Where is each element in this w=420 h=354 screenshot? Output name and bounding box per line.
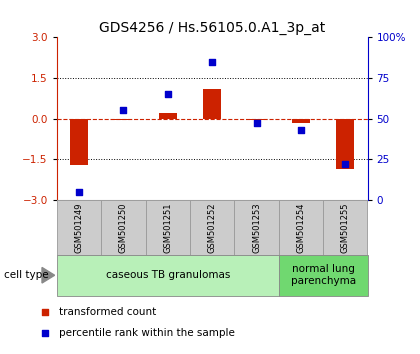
Text: GSM501250: GSM501250 — [119, 203, 128, 253]
Text: GSM501253: GSM501253 — [252, 203, 261, 253]
Bar — [323, 200, 368, 255]
Text: GSM501249: GSM501249 — [74, 203, 84, 253]
Point — [209, 59, 215, 64]
Point — [253, 121, 260, 126]
Bar — [70, 119, 88, 165]
Bar — [114, 119, 132, 120]
Bar — [203, 89, 221, 119]
Point — [41, 309, 48, 314]
Title: GDS4256 / Hs.56105.0.A1_3p_at: GDS4256 / Hs.56105.0.A1_3p_at — [99, 21, 325, 35]
Point — [120, 108, 127, 113]
Text: GSM501254: GSM501254 — [297, 203, 305, 253]
Text: transformed count: transformed count — [60, 307, 157, 316]
Bar — [292, 119, 310, 124]
Bar — [57, 200, 101, 255]
Point — [164, 91, 171, 97]
Text: cell type: cell type — [4, 270, 49, 280]
Text: GSM501252: GSM501252 — [207, 203, 217, 253]
Text: normal lung
parenchyma: normal lung parenchyma — [291, 264, 356, 286]
Text: percentile rank within the sample: percentile rank within the sample — [60, 328, 235, 338]
Text: caseous TB granulomas: caseous TB granulomas — [105, 270, 230, 280]
Point — [342, 161, 349, 167]
Bar — [190, 200, 234, 255]
Bar — [57, 255, 279, 296]
Point — [297, 127, 304, 133]
Bar — [279, 200, 323, 255]
Bar — [336, 119, 354, 169]
Text: GSM501255: GSM501255 — [341, 203, 350, 253]
Bar — [279, 255, 368, 296]
Point — [76, 189, 82, 195]
Text: GSM501251: GSM501251 — [163, 203, 172, 253]
Bar — [248, 119, 265, 120]
Polygon shape — [42, 268, 55, 283]
Bar — [159, 113, 176, 119]
Bar — [101, 200, 145, 255]
Bar — [234, 200, 279, 255]
Bar — [145, 200, 190, 255]
Point — [41, 330, 48, 336]
